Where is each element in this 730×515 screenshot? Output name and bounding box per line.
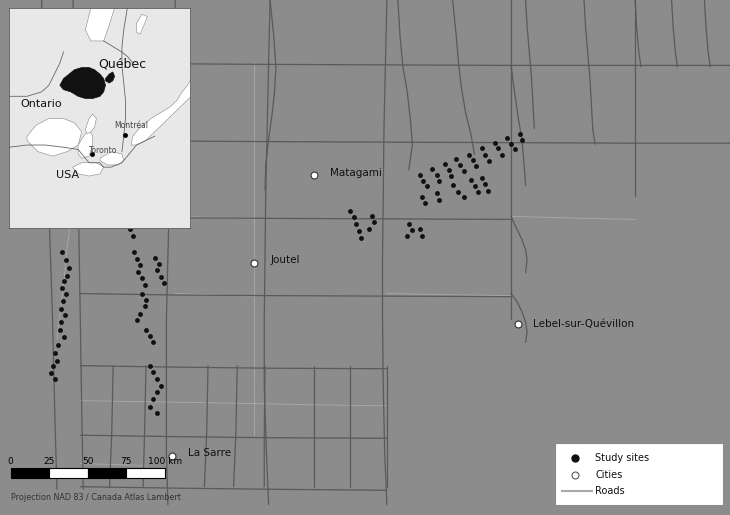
- Polygon shape: [137, 14, 147, 35]
- Text: 100 km: 100 km: [147, 457, 182, 466]
- Bar: [88, 468, 126, 478]
- Polygon shape: [106, 72, 115, 83]
- Text: Lebel-sur-Quévillon: Lebel-sur-Quévillon: [533, 319, 634, 330]
- Bar: [126, 468, 165, 478]
- Text: Matagami: Matagami: [330, 167, 382, 178]
- Text: 0: 0: [8, 457, 14, 466]
- Text: Joutel: Joutel: [270, 255, 299, 265]
- Polygon shape: [9, 8, 191, 229]
- Polygon shape: [27, 118, 82, 156]
- Polygon shape: [131, 79, 191, 145]
- Polygon shape: [85, 114, 96, 134]
- Polygon shape: [85, 8, 115, 41]
- Polygon shape: [78, 129, 93, 158]
- Polygon shape: [73, 163, 104, 176]
- Text: 75: 75: [120, 457, 132, 466]
- Bar: [11, 468, 49, 478]
- Text: 50: 50: [82, 457, 93, 466]
- Text: Projection NAD 83 / Canada Atlas Lambert: Projection NAD 83 / Canada Atlas Lambert: [11, 493, 180, 502]
- Polygon shape: [60, 67, 106, 98]
- Text: Québec: Québec: [98, 58, 146, 71]
- Text: USA: USA: [55, 170, 79, 180]
- Text: Study sites: Study sites: [595, 453, 649, 464]
- Text: Cities: Cities: [595, 470, 623, 480]
- Text: Roads: Roads: [595, 486, 625, 496]
- Text: Ontario: Ontario: [20, 99, 63, 109]
- Bar: [49, 468, 88, 478]
- Text: La Sarre: La Sarre: [188, 448, 231, 458]
- Text: 25: 25: [44, 457, 55, 466]
- Text: Montréal: Montréal: [115, 122, 149, 130]
- Polygon shape: [100, 151, 124, 165]
- Text: Toronto: Toronto: [89, 146, 118, 155]
